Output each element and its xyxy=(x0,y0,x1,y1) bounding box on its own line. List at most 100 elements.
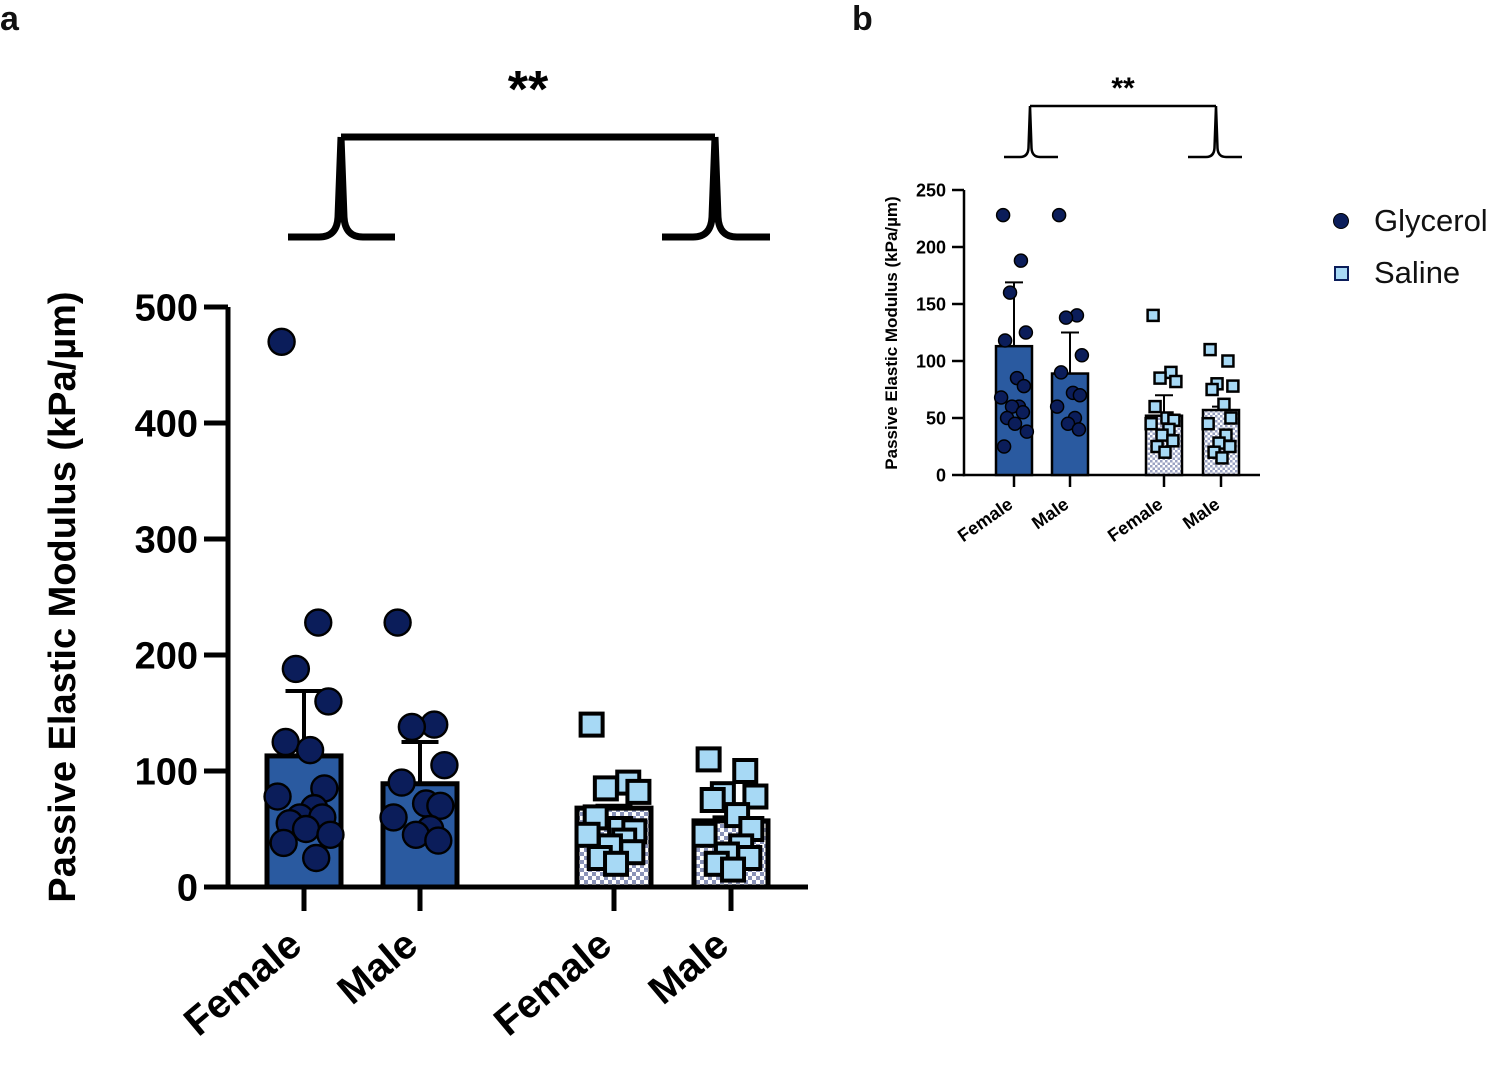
data-point xyxy=(1215,451,1229,465)
data-point xyxy=(995,207,1011,223)
y-tick-label: 50 xyxy=(926,408,946,428)
data-point xyxy=(269,828,298,858)
data-point xyxy=(302,843,331,873)
y-tick-label: 300 xyxy=(135,519,198,561)
y-tick-label: 150 xyxy=(916,294,946,314)
y-tick-label: 250 xyxy=(916,180,946,200)
x-category-label: Female xyxy=(954,494,1016,546)
data-point xyxy=(732,758,759,784)
data-point xyxy=(1155,428,1169,442)
plot-b: 0 50 100 150 200 250 Passive Elastic Modulus (… xyxy=(882,72,1260,546)
data-point xyxy=(1074,348,1090,363)
x-category-label: Male xyxy=(329,922,425,1013)
y-axis-title: Passive Elastic Modulus (kPa/µm) xyxy=(882,196,901,469)
data-point xyxy=(1072,387,1088,403)
data-point xyxy=(1013,253,1029,268)
y-tick-label: 0 xyxy=(936,465,946,485)
data-point xyxy=(424,826,453,855)
legend-item-glycerol: Glycerol xyxy=(1328,195,1488,247)
data-point xyxy=(1015,405,1031,420)
data-point xyxy=(314,687,343,716)
data-point xyxy=(1058,310,1074,325)
data-point xyxy=(1018,325,1034,340)
data-point xyxy=(1049,399,1065,414)
y-tick-label: 200 xyxy=(916,237,946,257)
data-point xyxy=(1053,365,1069,380)
y-tick-label: 500 xyxy=(135,287,198,329)
data-point xyxy=(1002,285,1018,300)
data-point xyxy=(592,775,619,802)
data-point xyxy=(1016,378,1032,394)
data-point xyxy=(379,803,408,832)
data-point xyxy=(625,778,652,805)
data-point xyxy=(1169,374,1183,389)
legend: Glycerol Saline xyxy=(1328,195,1488,299)
x-category-label: Female xyxy=(1104,494,1166,546)
data-point xyxy=(603,850,630,877)
y-tick-label: 200 xyxy=(135,635,198,677)
data-point xyxy=(281,654,311,684)
data-point xyxy=(1217,397,1231,412)
data-point xyxy=(271,727,300,757)
data-point xyxy=(1019,424,1035,439)
data-point xyxy=(1144,416,1158,431)
data-point xyxy=(691,821,718,848)
data-point xyxy=(1205,382,1219,397)
data-point xyxy=(1223,439,1237,454)
data-point xyxy=(295,735,325,765)
legend-label-saline: Saline xyxy=(1374,255,1461,290)
data-point xyxy=(1007,416,1023,431)
data-point xyxy=(1226,379,1240,393)
legend-marker-glycerol xyxy=(1328,213,1354,229)
data-point xyxy=(1071,422,1087,437)
data-point xyxy=(996,439,1012,454)
data-point xyxy=(1224,411,1238,425)
y-tick-label: 400 xyxy=(135,403,198,445)
data-point xyxy=(699,787,726,813)
data-point xyxy=(1166,434,1180,448)
x-category-label: Female xyxy=(176,922,310,1044)
panel-label-a: a xyxy=(0,0,19,38)
panel-label-b: b xyxy=(852,0,873,38)
data-point xyxy=(267,327,296,356)
x-category-label: Male xyxy=(1028,494,1072,533)
data-point xyxy=(1158,445,1172,459)
data-point xyxy=(426,791,455,820)
data-point xyxy=(316,820,345,849)
significance-label: ** xyxy=(508,61,549,119)
significance-brace-right xyxy=(1188,105,1242,159)
y-tick-label: 0 xyxy=(177,867,198,909)
legend-label-glycerol: Glycerol xyxy=(1374,203,1488,238)
significance-label: ** xyxy=(1111,72,1135,105)
legend-item-saline: Saline xyxy=(1328,247,1488,299)
data-point xyxy=(387,768,416,797)
data-point xyxy=(720,856,747,883)
y-tick-label: 100 xyxy=(916,351,946,371)
data-point xyxy=(1051,207,1067,223)
x-category-label: Female xyxy=(486,922,620,1044)
y-axis-title: Passive Elastic Modulus (kPa/µm) xyxy=(42,291,84,902)
legend-marker-saline xyxy=(1328,265,1354,281)
y-tick-label: 100 xyxy=(135,751,198,793)
data-point xyxy=(578,711,605,738)
significance-brace-left xyxy=(1004,105,1058,159)
data-point xyxy=(1148,399,1162,414)
data-point xyxy=(1146,308,1160,323)
plot-a: 0 100 200 300 400 500 Passive Elastic Modulus … xyxy=(42,61,808,1045)
significance-brace-left xyxy=(288,136,395,241)
data-point xyxy=(993,390,1009,405)
x-category-label: Male xyxy=(1179,494,1223,533)
data-point xyxy=(1221,354,1235,368)
data-point xyxy=(397,712,427,742)
data-point xyxy=(997,333,1013,348)
data-point xyxy=(695,746,722,773)
x-category-label: Male xyxy=(640,922,736,1013)
data-point xyxy=(1201,416,1215,431)
significance-brace-right xyxy=(662,136,770,241)
data-point xyxy=(430,751,459,780)
data-point xyxy=(1153,371,1167,385)
data-point xyxy=(383,608,412,637)
data-point xyxy=(1203,342,1217,357)
data-point xyxy=(742,783,769,810)
